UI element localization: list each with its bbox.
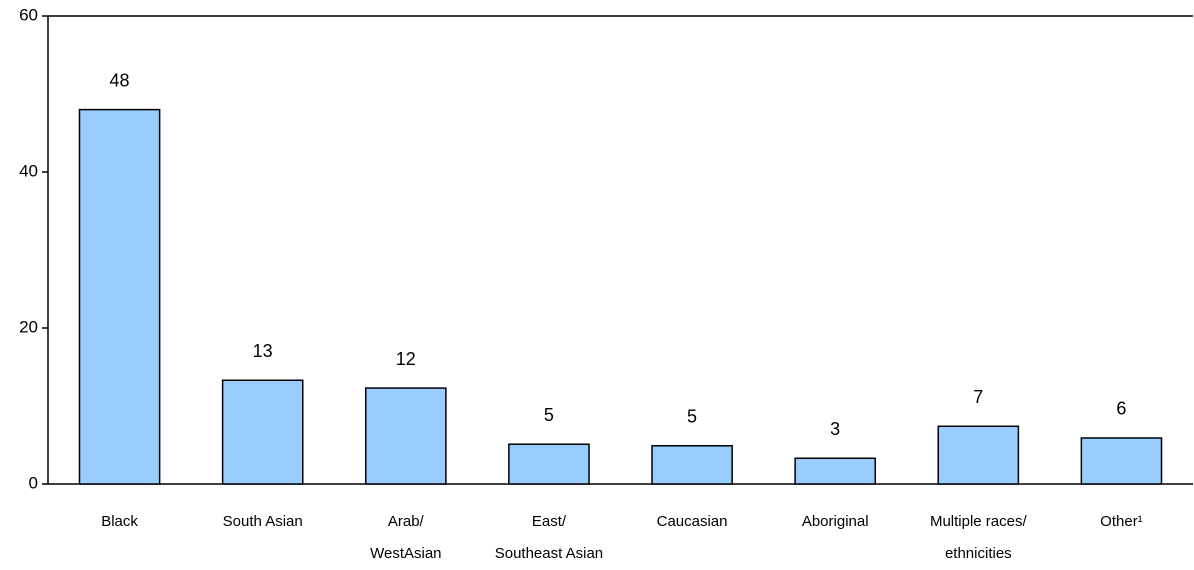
bar xyxy=(651,445,733,485)
x-tick-label: Southeast Asian xyxy=(495,545,603,562)
value-label: 5 xyxy=(687,407,697,427)
bar xyxy=(364,387,447,485)
value-label: 12 xyxy=(396,349,416,369)
y-tick-label: 0 xyxy=(29,473,38,492)
x-tick-label: South Asian xyxy=(223,513,303,530)
value-label: 7 xyxy=(973,387,983,407)
bar xyxy=(78,108,161,485)
value-label: 5 xyxy=(544,405,554,425)
y-tick-label: 40 xyxy=(19,161,38,180)
x-tick-label: ethnicities xyxy=(945,545,1012,562)
value-label: 3 xyxy=(830,419,840,439)
x-tick-label: Black xyxy=(101,513,138,530)
value-label: 13 xyxy=(253,341,273,361)
bar xyxy=(508,443,590,485)
value-label: 48 xyxy=(110,70,130,90)
bar xyxy=(794,457,877,485)
x-tick-label: WestAsian xyxy=(370,545,441,562)
x-tick-label: Caucasian xyxy=(657,513,728,530)
y-tick-label: 60 xyxy=(19,5,38,24)
x-tick-label: East/ xyxy=(532,513,567,530)
value-label: 6 xyxy=(1116,399,1126,419)
x-tick-label: Multiple races/ xyxy=(930,513,1028,530)
bar xyxy=(1080,437,1163,485)
bar xyxy=(937,425,1020,485)
y-tick-label: 20 xyxy=(19,317,38,336)
x-tick-label: Aboriginal xyxy=(802,513,869,530)
bar xyxy=(221,379,304,485)
x-tick-label: Other¹ xyxy=(1100,513,1143,530)
x-tick-label: Arab/ xyxy=(388,513,425,530)
